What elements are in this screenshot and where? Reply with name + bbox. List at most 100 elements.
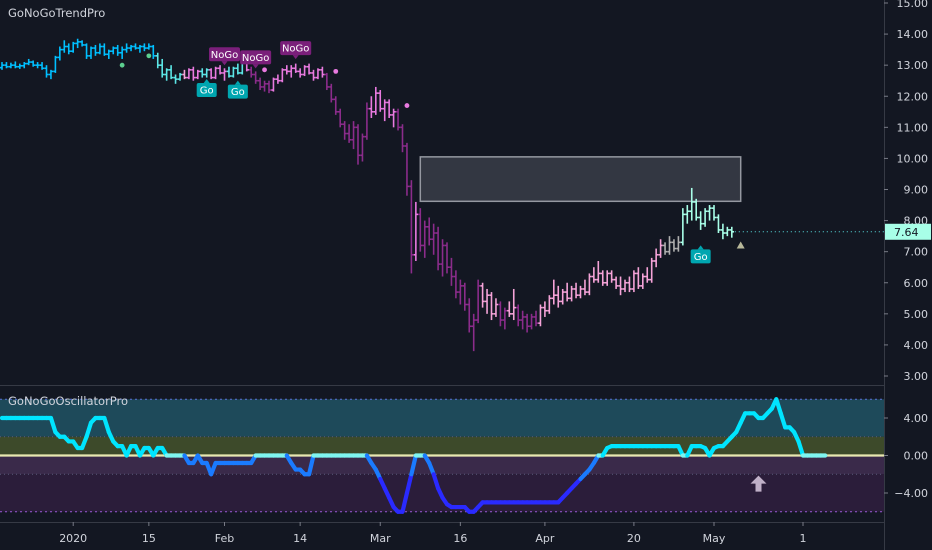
ohlc-bar[interactable] xyxy=(235,63,241,75)
ohlc-bar[interactable] xyxy=(182,69,187,80)
ohlc-bar[interactable] xyxy=(262,80,267,92)
ohlc-bar[interactable] xyxy=(520,310,525,330)
ohlc-bar[interactable] xyxy=(516,304,521,327)
ohlc-bar[interactable] xyxy=(720,223,726,240)
ohlc-bar[interactable] xyxy=(582,279,588,296)
ohlc-bar[interactable] xyxy=(564,282,570,302)
ohlc-bar[interactable] xyxy=(645,267,650,283)
oscillator-segment[interactable] xyxy=(774,397,783,416)
ohlc-bar[interactable] xyxy=(119,46,125,59)
ohlc-bar[interactable] xyxy=(653,248,659,268)
ohlc-bar[interactable] xyxy=(569,285,574,302)
ohlc-bar[interactable] xyxy=(542,301,548,317)
ohlc-bar[interactable] xyxy=(271,77,276,92)
ohlc-bar[interactable] xyxy=(275,74,281,84)
ohlc-bar[interactable] xyxy=(249,66,254,78)
ohlc-bar[interactable] xyxy=(716,214,721,234)
ohlc-bar[interactable] xyxy=(84,43,89,59)
ohlc-bar[interactable] xyxy=(689,187,694,221)
ohlc-bar[interactable] xyxy=(613,276,619,289)
ohlc-bar[interactable] xyxy=(480,282,485,308)
ohlc-bar[interactable] xyxy=(44,65,49,78)
go-badge[interactable]: Go xyxy=(196,79,217,98)
nogo-badge[interactable]: NoGo xyxy=(240,50,272,69)
signal-dot[interactable] xyxy=(333,68,339,74)
ohlc-bar[interactable] xyxy=(386,99,392,119)
ohlc-bar[interactable] xyxy=(507,301,512,317)
ohlc-bar[interactable] xyxy=(618,276,623,296)
ohlc-bar[interactable] xyxy=(17,63,22,69)
ohlc-bar[interactable] xyxy=(164,68,169,81)
ohlc-bar[interactable] xyxy=(551,279,556,305)
oscillator-segment[interactable] xyxy=(431,472,441,491)
oscillator-segment[interactable] xyxy=(796,439,806,458)
ohlc-bar[interactable] xyxy=(694,198,699,221)
oscillator-segment[interactable] xyxy=(84,420,94,439)
ohlc-bar[interactable] xyxy=(511,288,516,321)
ohlc-bar[interactable] xyxy=(493,298,499,317)
ohlc-bar[interactable] xyxy=(729,226,734,238)
ohlc-bar[interactable] xyxy=(373,86,378,115)
ohlc-bar[interactable] xyxy=(667,236,672,255)
ohlc-bar[interactable] xyxy=(462,282,467,311)
ohlc-bar[interactable] xyxy=(702,208,708,227)
signal-dot[interactable] xyxy=(404,103,410,108)
ohlc-bar[interactable] xyxy=(302,65,307,77)
ohlc-bar[interactable] xyxy=(453,270,459,299)
ohlc-bar[interactable] xyxy=(311,69,316,81)
ohlc-bar[interactable] xyxy=(8,62,14,69)
ohlc-bar[interactable] xyxy=(467,298,472,333)
ohlc-bar[interactable] xyxy=(0,62,5,70)
ohlc-bar[interactable] xyxy=(351,121,356,150)
ohlc-bar[interactable] xyxy=(360,133,365,162)
up-arrow-icon[interactable] xyxy=(750,475,767,492)
ohlc-bar[interactable] xyxy=(128,44,134,52)
ohlc-bar[interactable] xyxy=(306,63,312,75)
ohlc-bar[interactable] xyxy=(444,242,450,274)
ohlc-bar[interactable] xyxy=(93,44,98,56)
ohlc-bar[interactable] xyxy=(257,77,263,91)
ohlc-bar[interactable] xyxy=(622,279,628,293)
ohlc-bar[interactable] xyxy=(609,270,614,283)
nogo-badge[interactable]: NoGo xyxy=(209,47,240,66)
ohlc-bar[interactable] xyxy=(142,43,147,52)
ohlc-bar[interactable] xyxy=(97,43,103,55)
ohlc-bar[interactable] xyxy=(13,61,18,69)
ohlc-bar[interactable] xyxy=(177,72,183,81)
oscillator-segment[interactable] xyxy=(102,415,111,435)
oscillator-segment[interactable] xyxy=(404,472,414,496)
ohlc-bar[interactable] xyxy=(538,304,543,327)
ohlc-bar[interactable] xyxy=(204,68,209,78)
ohlc-bar[interactable] xyxy=(48,69,54,80)
ohlc-bar[interactable] xyxy=(71,41,76,53)
ohlc-bar[interactable] xyxy=(378,90,383,112)
ohlc-bar[interactable] xyxy=(676,236,681,252)
nogo-badge[interactable]: NoGo xyxy=(280,41,312,60)
ohlc-bar[interactable] xyxy=(338,108,343,128)
ohlc-bar[interactable] xyxy=(605,270,610,286)
ohlc-bar[interactable] xyxy=(524,313,530,333)
ohlc-bar[interactable] xyxy=(320,66,325,78)
oscillator-segment[interactable] xyxy=(409,453,418,477)
ohlc-bar[interactable] xyxy=(725,226,730,237)
ohlc-bar[interactable] xyxy=(533,310,539,327)
ohlc-bar[interactable] xyxy=(324,72,330,91)
ohlc-bar[interactable] xyxy=(631,270,637,293)
ohlc-bar[interactable] xyxy=(146,43,152,50)
ohlc-bar[interactable] xyxy=(685,205,690,224)
ohlc-bar[interactable] xyxy=(222,68,227,81)
ohlc-bar[interactable] xyxy=(115,44,120,56)
ohlc-bar[interactable] xyxy=(489,292,494,321)
ohlc-bar[interactable] xyxy=(427,217,432,246)
oscillator-segment[interactable] xyxy=(400,490,410,514)
ohlc-bar[interactable] xyxy=(458,279,463,305)
ohlc-bar[interactable] xyxy=(431,223,436,255)
ohlc-bar[interactable] xyxy=(413,201,419,261)
ohlc-bar[interactable] xyxy=(671,239,677,252)
ohlc-bar[interactable] xyxy=(502,307,508,330)
ohlc-bar[interactable] xyxy=(556,285,561,308)
go-badge[interactable]: Go xyxy=(227,80,248,99)
ohlc-bar[interactable] xyxy=(698,211,703,230)
ohlc-bar[interactable] xyxy=(355,124,361,165)
